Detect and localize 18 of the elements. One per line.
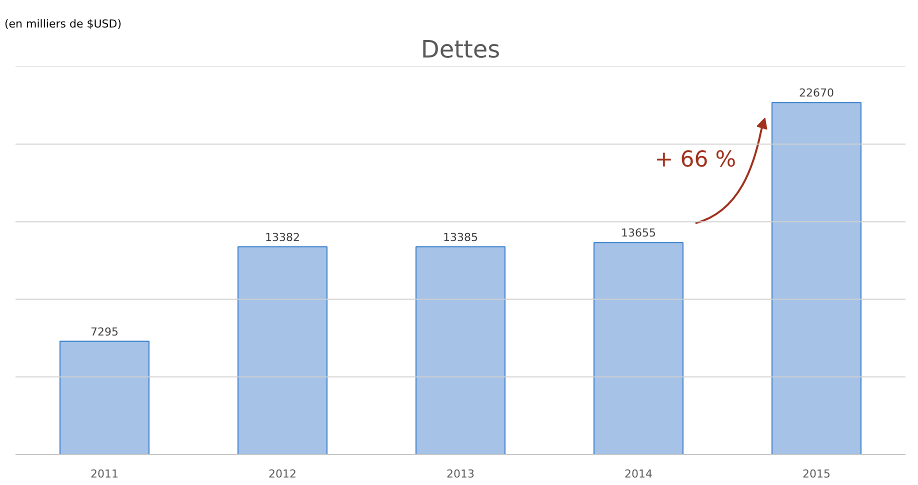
data-label: 7295 [90, 325, 119, 338]
x-tick-label: 2014 [624, 468, 653, 480]
x-tick-label: 2015 [802, 468, 831, 480]
x-tick-label: 2013 [446, 468, 475, 480]
bar [238, 246, 328, 454]
data-label: 13655 [621, 226, 656, 240]
bar [772, 102, 862, 454]
chart-title: Dettes [420, 36, 500, 64]
text: (en milliers de $USD) [4, 18, 122, 30]
bar [60, 340, 150, 454]
data-label: 13385 [443, 230, 478, 244]
x-tick-label: 2011 [90, 468, 119, 480]
data-label: 22670 [799, 86, 834, 100]
bar [416, 246, 506, 454]
data-label: 13382 [265, 230, 300, 244]
bar [594, 242, 684, 454]
annotation: + 66 % [654, 148, 736, 173]
x-tick-label: 2012 [268, 468, 297, 480]
